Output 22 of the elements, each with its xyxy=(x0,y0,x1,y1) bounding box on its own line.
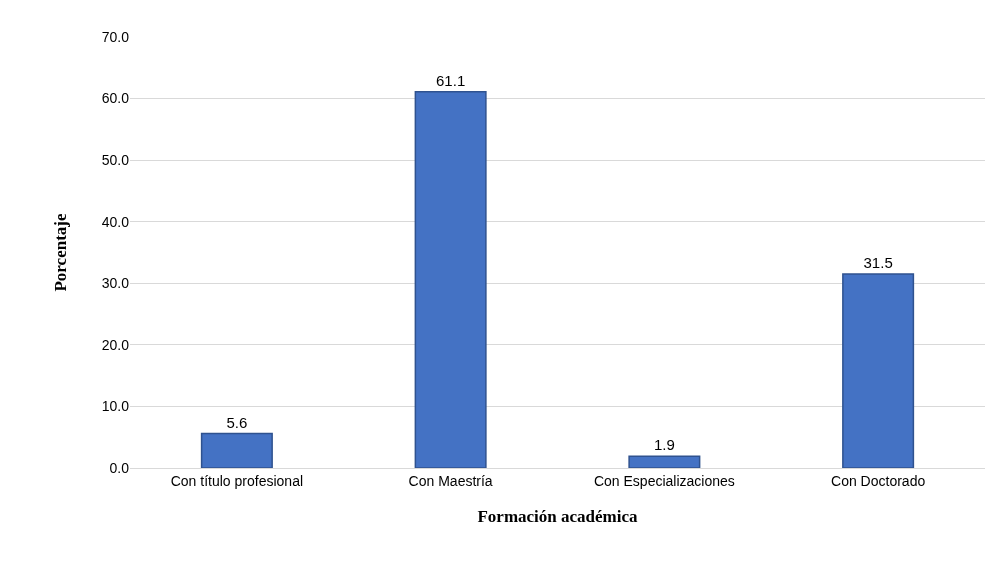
y-tick-label: 30.0 xyxy=(101,275,130,292)
bar xyxy=(200,432,273,468)
y-tick-label: 10.0 xyxy=(101,398,130,415)
bar xyxy=(842,273,915,468)
x-tick-label: Con Especializaciones xyxy=(593,472,735,489)
bar xyxy=(414,91,487,468)
bar xyxy=(628,455,701,468)
y-tick-label: 20.0 xyxy=(101,336,130,353)
y-axis-title: Porcentaje xyxy=(51,213,71,292)
x-tick-label: Con título profesional xyxy=(170,472,304,489)
y-tick-label: 40.0 xyxy=(101,213,130,230)
x-axis-title: Formación académica xyxy=(477,507,639,527)
y-tick-label: 60.0 xyxy=(101,90,130,107)
y-tick-label: 0.0 xyxy=(109,459,130,476)
data-label: 1.9 xyxy=(653,436,675,454)
x-tick-label: Con Doctorado xyxy=(831,472,926,489)
data-label: 5.6 xyxy=(226,413,248,431)
data-label: 31.5 xyxy=(863,254,893,272)
x-tick-label: Con Maestría xyxy=(408,472,493,489)
y-tick-label: 70.0 xyxy=(101,28,130,45)
data-label: 61.1 xyxy=(436,71,466,89)
y-tick-label: 50.0 xyxy=(101,152,130,169)
